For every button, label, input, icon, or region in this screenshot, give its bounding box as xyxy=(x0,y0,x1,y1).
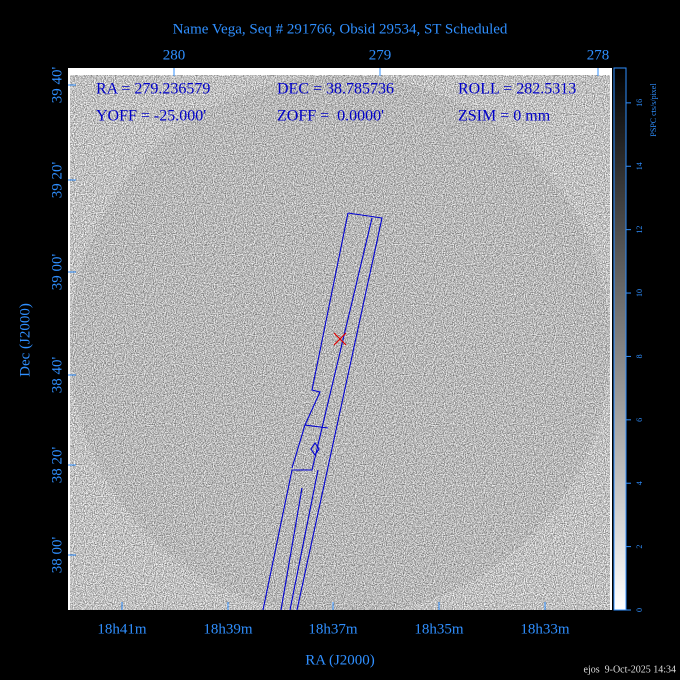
bottom-tick-label: 18h37m xyxy=(308,621,358,637)
field-noise xyxy=(70,75,610,610)
colorbar-tick-label: 8 xyxy=(635,354,644,358)
outline xyxy=(262,217,373,610)
diamond xyxy=(310,442,320,456)
x-axis-label: RA (J2000) xyxy=(305,652,375,668)
info-yoff: YOFF = -25.000' xyxy=(96,108,206,125)
colorbar-tick-label: 6 xyxy=(635,418,644,422)
info-ra: RA = 279.236579 xyxy=(96,81,210,98)
bottom-tick-label: 18h33m xyxy=(520,621,570,637)
y-axis-label: Dec (J2000) xyxy=(17,303,33,377)
detector-outline xyxy=(262,212,383,610)
left-tick-label: 38 00' xyxy=(49,536,65,573)
bottom-tick-label: 18h35m xyxy=(414,621,464,637)
colorbar-tick-label: 4 xyxy=(635,481,644,485)
outline xyxy=(291,424,306,469)
info-zsim: ZSIM = 0 mm xyxy=(458,108,551,125)
top-tick-label: 280 xyxy=(163,47,186,63)
info-dec: DEC = 38.785736 xyxy=(277,81,394,98)
target-marker xyxy=(333,332,347,346)
colorbar-tick-label: 12 xyxy=(635,226,644,234)
colorbar-label: PSPC cts/s/pixel xyxy=(649,83,658,137)
bottom-tick-label: 18h41m xyxy=(97,621,147,637)
left-tick-label: 39 20' xyxy=(49,161,65,198)
colorbar-tick-label: 16 xyxy=(635,99,644,107)
colorbar xyxy=(613,67,627,611)
outline xyxy=(280,487,303,610)
left-tick-label: 38 40' xyxy=(49,356,65,393)
top-tick-label: 279 xyxy=(369,47,392,63)
colorbar-tick-label: 14 xyxy=(635,162,644,170)
bottom-tick-label: 18h39m xyxy=(203,621,253,637)
info-zoff: ZOFF = 0.0000' xyxy=(277,108,384,125)
outline xyxy=(304,212,349,429)
left-tick-label: 39 40' xyxy=(49,66,65,103)
title: Name Vega, Seq # 291766, Obsid 29534, ST… xyxy=(173,21,508,37)
colorbar-tick-label: 0 xyxy=(635,608,644,612)
colorbar-tick-label: 2 xyxy=(635,545,644,549)
colorbar-tick-label: 10 xyxy=(635,289,644,297)
info-roll: ROLL = 282.5313 xyxy=(458,81,576,98)
timestamp: ejos 9-Oct-2025 14:34 xyxy=(584,664,677,675)
left-tick-label: 39 00' xyxy=(49,253,65,290)
left-tick-label: 38 20' xyxy=(49,446,65,483)
outline xyxy=(296,212,383,610)
top-tick-label: 278 xyxy=(587,47,610,63)
sky-image xyxy=(70,75,610,610)
outline xyxy=(289,469,319,610)
